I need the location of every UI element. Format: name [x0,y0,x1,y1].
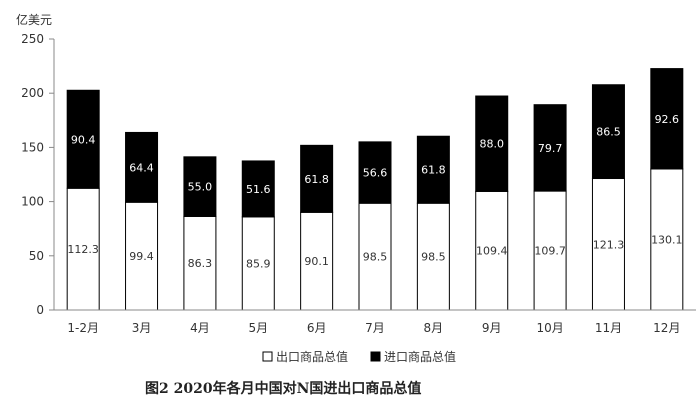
legend-swatch-export [262,351,273,362]
x-tick-label: 12月 [653,321,680,335]
data-label-import: 55.0 [188,181,213,194]
data-label-import: 61.8 [421,164,446,177]
y-tick-label: 100 [21,195,44,209]
data-label-export: 85.9 [246,257,271,270]
data-label-import: 86.5 [596,126,621,139]
x-tick-label: 8月 [424,321,444,335]
data-label-export: 98.5 [363,251,388,264]
bar-import [125,131,159,203]
bar-import [241,160,275,218]
data-label-export: 99.4 [129,250,154,263]
x-axis-labels: 1-2月 3月 4月 5月 6月 7月 8月 9月 10月 11月 12月 [67,321,680,335]
bar-export [125,201,159,311]
data-label-import: 90.4 [71,133,96,146]
legend-label-export: 出口商品总值 [276,349,348,364]
bar-import [358,141,392,204]
y-tick-label: 250 [21,32,44,46]
bar-export [183,215,217,311]
data-label-import: 61.8 [304,173,329,186]
legend-swatch-import [370,351,381,362]
data-label-import: 92.6 [655,113,680,126]
bar-export [650,168,684,311]
x-tick-label: 4月 [190,321,210,335]
data-label-import: 79.7 [538,142,563,155]
data-label-export: 98.5 [421,251,446,264]
data-label-import: 64.4 [129,161,154,174]
y-tick-label: 150 [21,140,44,154]
bar-export [475,190,509,311]
data-label-export: 112.3 [67,243,99,256]
data-label-export: 109.7 [534,245,566,258]
data-label-export: 121.3 [593,238,625,251]
bar-import [416,135,450,204]
x-tick-label: 7月 [365,321,385,335]
data-label-export: 90.1 [304,255,329,268]
x-tick-label: 5月 [248,321,268,335]
bar-export [416,202,450,311]
bar-import [475,95,509,192]
bar-export [241,216,275,311]
data-label-export: 86.3 [188,257,213,270]
data-label-export: 130.1 [651,233,683,246]
bar-import [183,156,217,217]
bar-import [66,89,100,189]
bar-import [300,144,334,213]
data-label-export: 109.4 [476,245,508,258]
x-tick-label: 11月 [595,321,622,335]
legend: 出口商品总值 进口商品总值 [262,349,456,364]
x-tick-label: 6月 [307,321,327,335]
bar-export [591,178,625,311]
y-tick-label: 200 [21,86,44,100]
x-tick-label: 1-2月 [67,321,99,335]
data-label-import: 51.6 [246,183,271,196]
bars: 112.3 90.4 99.4 64.4 86.3 55.0 85.9 51.6 90.1 61.… [66,68,684,311]
bar-export [533,190,567,311]
y-axis: 0 50 100 150 200 250 [21,32,54,317]
y-tick-label: 0 [36,303,44,317]
bar-export [358,202,392,311]
x-tick-label: 10月 [536,321,563,335]
bar-import [650,68,684,170]
bar-import [591,84,625,180]
x-tick-label: 9月 [482,321,502,335]
data-label-import: 88.0 [479,138,504,151]
y-tick-label: 50 [29,249,44,263]
chart-title: 图2 2020年各月中国对N国进出口商品总值 [145,380,421,397]
bar-import [533,104,567,192]
x-tick-label: 3月 [132,321,152,335]
legend-label-import: 进口商品总值 [384,349,456,364]
y-axis-unit-label: 亿美元 [16,12,52,27]
data-label-import: 56.6 [363,167,388,180]
